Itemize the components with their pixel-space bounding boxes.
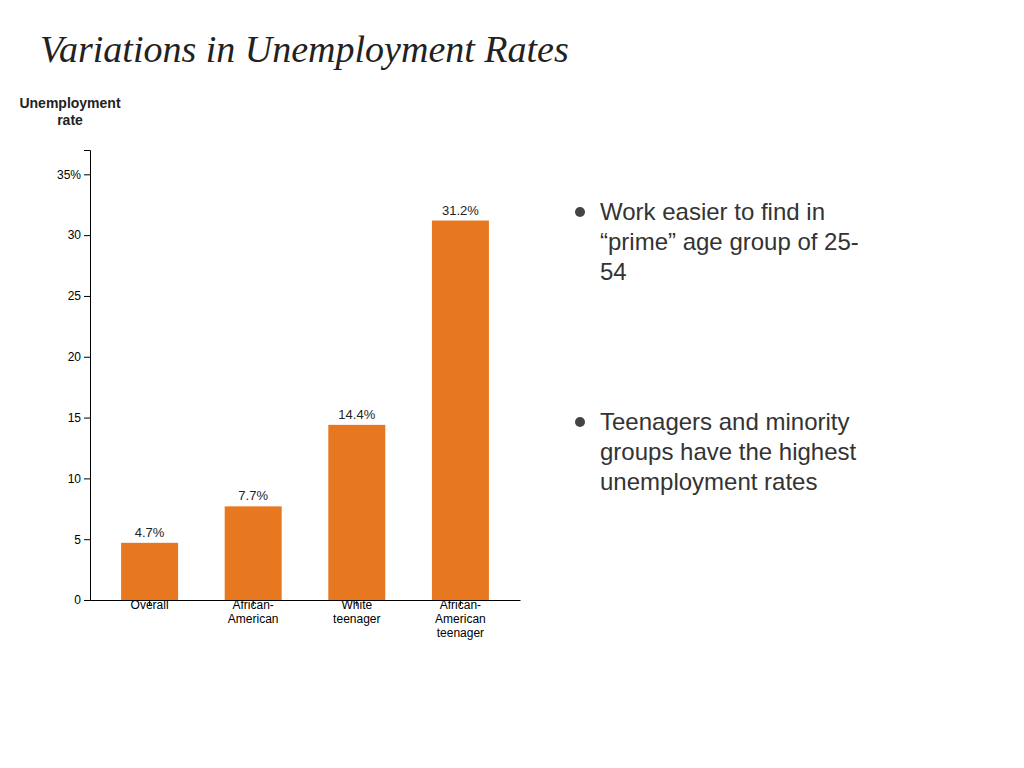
text-line: White	[341, 598, 372, 612]
y-tick: 0	[74, 593, 90, 607]
text-line: groups have the highest	[600, 438, 857, 465]
annotation: Work easier to find in “prime” age group …	[600, 198, 859, 285]
text-line: teenager	[437, 626, 484, 640]
y-tick: 20	[68, 350, 90, 364]
data-label: 31.2%	[442, 203, 479, 218]
bars	[121, 221, 489, 600]
data-label: 4.7%	[135, 525, 165, 540]
x-tick: African-Americanteenager	[435, 598, 486, 640]
tick-mark	[84, 478, 90, 479]
y-tick: 5	[74, 533, 90, 547]
text-line: rate	[57, 112, 83, 128]
bar	[432, 221, 489, 600]
tick-label: Whiteteenager	[333, 598, 380, 626]
tick-label: 5	[74, 533, 81, 547]
y-axis-label: Unemploymentrate	[19, 95, 120, 128]
text-line: Unemployment	[19, 95, 120, 111]
tick-label: African-Americanteenager	[435, 598, 486, 640]
text-line: Overall	[131, 598, 169, 612]
x-axis: OverallAfrican-AmericanWhiteteenagerAfri…	[91, 598, 521, 640]
text-line: 54	[600, 258, 627, 285]
annotation: Teenagers and minority groups have the hi…	[600, 408, 857, 495]
tick-mark	[84, 539, 90, 540]
text-line: Work easier to find in	[600, 198, 825, 225]
text-line: teenager	[333, 612, 380, 626]
x-tick: Whiteteenager	[333, 598, 380, 626]
text-line: Teenagers and minority	[600, 408, 849, 435]
text-line: “prime” age group of 25-	[600, 228, 859, 255]
y-tick: 30	[68, 228, 90, 242]
tick-mark	[84, 357, 90, 358]
chart: Variations in Unemployment Rates 4.7% 7.7%…	[0, 0, 1024, 768]
text-line: African-	[440, 598, 481, 612]
tick-label: 30	[68, 228, 82, 242]
tick-label: 35%	[57, 168, 81, 182]
text-line: unemployment rates	[600, 468, 817, 495]
tick-mark	[84, 174, 90, 175]
bullet	[575, 207, 585, 217]
tick-mark	[84, 600, 90, 601]
y-tick: 15	[68, 411, 90, 425]
tick-mark	[84, 418, 90, 419]
text-line: American	[228, 612, 279, 626]
tick-mark	[84, 235, 90, 236]
axis-line	[84, 151, 91, 601]
bar	[225, 506, 282, 600]
bar	[328, 425, 385, 600]
x-tick: African-American	[228, 598, 279, 626]
y-tick: 35%	[57, 168, 90, 182]
tick-label: African-American	[228, 598, 279, 626]
data-label: 14.4%	[338, 407, 375, 422]
x-tick: Overall	[131, 598, 169, 612]
bullet	[575, 417, 585, 427]
tick-label: 15	[68, 411, 82, 425]
bar	[121, 543, 178, 600]
text-line: American	[435, 612, 486, 626]
title: Variations in Unemployment Rates	[40, 28, 569, 70]
tick-label: 10	[68, 472, 82, 486]
data-label: 7.7%	[238, 488, 268, 503]
y-axis: 0 5 10 15 20 25 30 35%	[57, 151, 91, 608]
y-tick: 10	[68, 472, 90, 486]
tick-label: 20	[68, 350, 82, 364]
tick-mark	[84, 296, 90, 297]
tick-label: 0	[74, 593, 81, 607]
data-labels: 4.7% 7.7% 14.4% 31.2%	[135, 203, 480, 540]
tick-label: 25	[68, 289, 82, 303]
tick-label: Overall	[131, 598, 169, 612]
text-line: African-	[233, 598, 274, 612]
y-tick: 25	[68, 289, 90, 303]
annotations: Work easier to find in “prime” age group …	[575, 198, 859, 495]
